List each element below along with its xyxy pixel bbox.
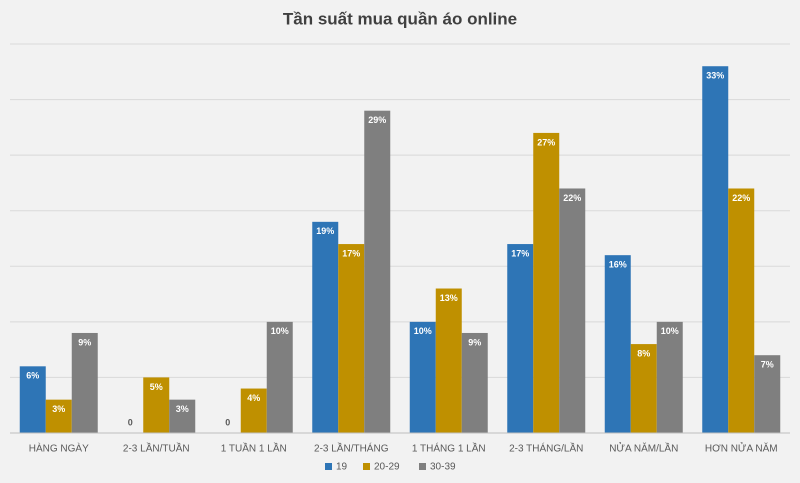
data-label: 6% <box>26 371 39 381</box>
bar <box>435 288 462 433</box>
bar <box>338 244 365 433</box>
data-label: 22% <box>732 193 750 203</box>
data-label: 8% <box>637 348 650 358</box>
data-label: 9% <box>78 337 91 347</box>
bar <box>19 366 46 433</box>
data-label: 19% <box>316 226 334 236</box>
bar <box>728 188 755 433</box>
bar <box>143 377 170 433</box>
bar <box>559 188 586 433</box>
legend-label: 30-39 <box>430 462 456 473</box>
bar <box>71 332 98 433</box>
chart-title: Tần suất mua quần áo online <box>283 9 517 28</box>
data-label: 13% <box>440 293 458 303</box>
bar <box>702 66 729 433</box>
bar <box>266 321 293 433</box>
bar <box>656 321 683 433</box>
x-tick-label: 2-3 LẦN/THÁNG <box>314 442 389 455</box>
legend-label: 20-29 <box>374 462 400 473</box>
data-label: 3% <box>52 404 65 414</box>
legend-swatch <box>325 463 332 470</box>
bar <box>507 244 534 433</box>
bar <box>533 132 560 433</box>
data-label: 33% <box>706 71 724 81</box>
data-label: 17% <box>511 248 529 258</box>
legend-swatch <box>419 463 426 470</box>
x-tick-label: NỬA NĂM/LẦN <box>609 442 678 455</box>
x-tick-label: 1 TUẦN 1 LẦN <box>221 442 287 455</box>
data-label: 0 <box>225 417 230 427</box>
legend-label: 19 <box>336 462 348 473</box>
data-label: 10% <box>414 326 432 336</box>
data-label: 27% <box>537 137 555 147</box>
bar <box>240 388 267 433</box>
data-label: 10% <box>661 326 679 336</box>
legend-swatch <box>363 463 370 470</box>
data-label: 4% <box>247 393 260 403</box>
data-label: 3% <box>176 404 189 414</box>
bar <box>409 321 436 433</box>
x-tick-label: HƠN NỬA NĂM <box>705 442 778 455</box>
bar <box>45 399 72 433</box>
bar <box>169 399 196 433</box>
bar <box>312 221 339 433</box>
data-label: 5% <box>150 382 163 392</box>
bar <box>461 332 488 433</box>
data-label: 7% <box>761 360 774 370</box>
data-label: 17% <box>342 248 360 258</box>
data-label: 16% <box>609 260 627 270</box>
data-label: 9% <box>468 337 481 347</box>
data-label: 10% <box>271 326 289 336</box>
bar <box>630 344 657 433</box>
x-tick-label: 1 THÁNG 1 LẦN <box>412 442 486 455</box>
data-label: 0 <box>128 417 133 427</box>
x-tick-label: 2-3 THÁNG/LẦN <box>509 442 583 455</box>
bar <box>604 255 631 433</box>
bar <box>364 110 391 433</box>
bar <box>754 355 781 433</box>
data-label: 29% <box>368 115 386 125</box>
x-tick-label: HÀNG NGÀY <box>29 442 89 455</box>
x-tick-label: 2-3 LẦN/TUẦN <box>123 442 190 455</box>
data-label: 22% <box>563 193 581 203</box>
